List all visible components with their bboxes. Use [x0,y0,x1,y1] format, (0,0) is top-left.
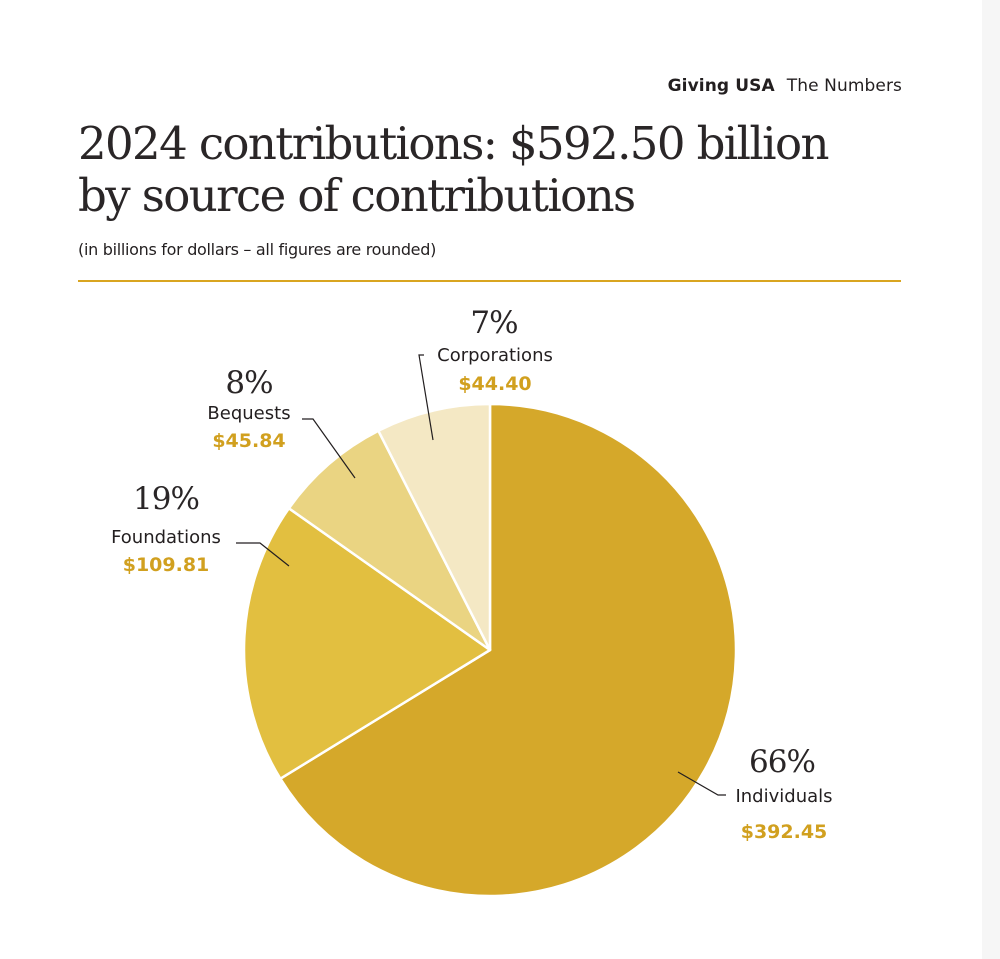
value-label-foundations: $109.81 [123,554,210,576]
percent-label-foundations: 19% [133,481,199,517]
page-edge-strip [982,0,1000,959]
percent-label-bequests: 8% [225,365,272,401]
slice-label-bequests: Bequests [207,403,290,424]
slice-label-individuals: Individuals [735,786,832,807]
pie-slice-bequests [287,429,492,652]
pie-slice-foundations [242,507,492,780]
pie-slices [242,402,738,898]
value-label-bequests: $45.84 [212,430,285,452]
leader-line-bequests [302,418,356,479]
header-brand: Giving USA The Numbers [668,76,902,96]
chart-title: 2024 contributions: $592.50 billion by s… [78,118,938,222]
brand-name: Giving USA [667,76,775,96]
slice-label-corporations: Corporations [437,345,553,366]
value-label-individuals: $392.45 [741,821,828,843]
chart-subtitle: (in billions for dollars – all figures a… [78,240,437,259]
pie-slice-individuals [279,402,738,898]
pie-slice-corporations [377,402,492,652]
leader-line-individuals [677,771,726,796]
percent-label-corporations: 7% [470,305,517,341]
chart-title-line-1: 2024 contributions: $592.50 billion [78,117,829,170]
leader-line-foundations [236,542,290,567]
value-label-corporations: $44.40 [458,373,531,395]
section-name: The Numbers [786,76,902,96]
slice-label-foundations: Foundations [111,527,221,548]
chart-title-line-2: by source of contributions [78,169,636,222]
percent-label-individuals: 66% [749,744,815,780]
leader-lines [236,354,726,796]
leader-line-corporations [418,354,434,441]
title-divider [78,280,901,282]
